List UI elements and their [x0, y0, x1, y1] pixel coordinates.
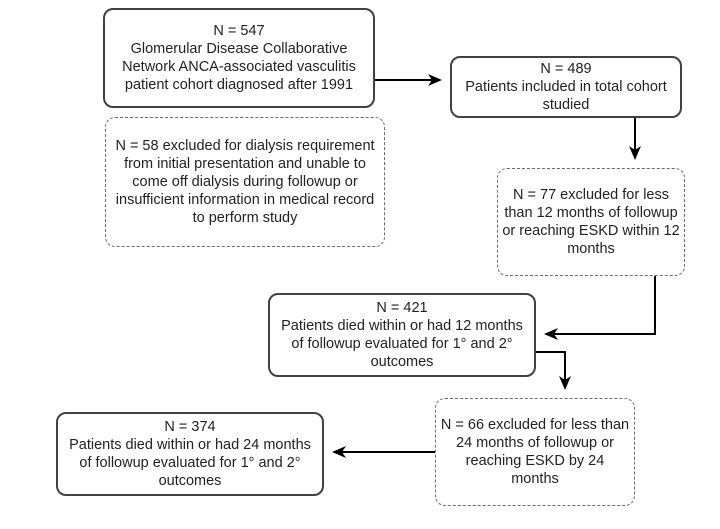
edge-e4 [536, 352, 565, 388]
node-n374: N = 374Patients died within or had 24 mo… [56, 412, 324, 496]
node-label-n58: N = 58 excluded for dialysis requirement… [106, 137, 384, 228]
node-n77: N = 77 excluded for less than 12 months … [497, 168, 685, 276]
node-n547: N = 547Glomerular Disease Collaborative … [103, 8, 375, 108]
node-label-n374: N = 374Patients died within or had 24 mo… [58, 418, 322, 491]
node-label-n77: N = 77 excluded for less than 12 months … [498, 186, 684, 259]
node-label-n489: N = 489Patients included in total cohort… [452, 60, 680, 114]
node-label-n421: N = 421Patients died within or had 12 mo… [270, 299, 534, 372]
flowchart-canvas: N = 547Glomerular Disease Collaborative … [0, 0, 720, 529]
node-label-n66: N = 66 excluded for less than 24 months … [436, 416, 634, 489]
node-n421: N = 421Patients died within or had 12 mo… [268, 293, 536, 377]
node-n66: N = 66 excluded for less than 24 months … [435, 398, 635, 506]
node-n58: N = 58 excluded for dialysis requirement… [105, 117, 385, 247]
edge-e3 [546, 276, 655, 334]
node-label-n547: N = 547Glomerular Disease Collaborative … [105, 22, 373, 95]
node-n489: N = 489Patients included in total cohort… [450, 56, 682, 118]
